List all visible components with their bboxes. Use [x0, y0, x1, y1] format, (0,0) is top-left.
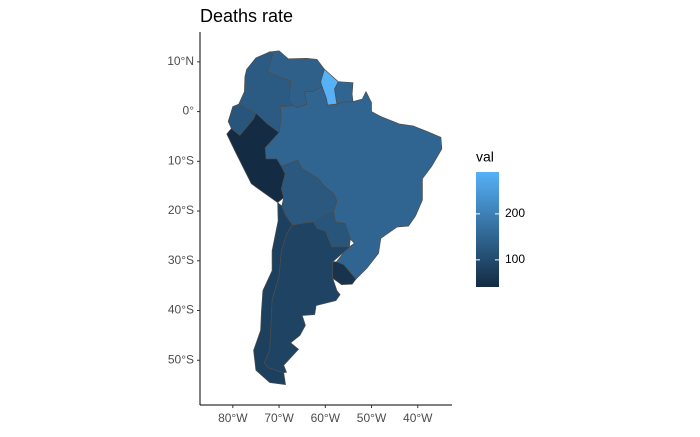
y-tick-label: 50°S [168, 352, 194, 366]
y-tick-label: 10°N [167, 54, 194, 68]
y-tick-label: 20°S [168, 203, 194, 217]
x-tick-label: 70°W [264, 411, 294, 425]
region [263, 221, 355, 374]
y-tick-label: 10°S [168, 153, 194, 167]
x-tick-label: 60°W [311, 411, 341, 425]
legend-tick-label: 100 [505, 252, 525, 266]
x-tick-label: 40°W [403, 411, 433, 425]
y-tick-label: 0° [183, 104, 195, 118]
x-tick-label: 80°W [218, 411, 248, 425]
legend-tick-label: 200 [505, 206, 525, 220]
y-tick-label: 40°S [168, 303, 194, 317]
legend-title: val [476, 149, 494, 165]
region [334, 81, 354, 105]
y-tick-label: 30°S [168, 253, 194, 267]
colorbar [476, 172, 499, 287]
x-tick-label: 50°W [357, 411, 387, 425]
chart-title: Deaths rate [200, 6, 293, 26]
region [332, 261, 357, 285]
